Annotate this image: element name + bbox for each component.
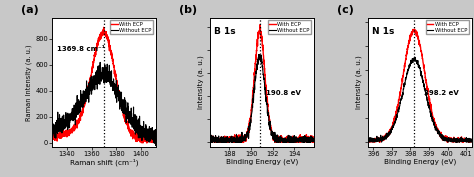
Text: 1369.8 cm⁻¹: 1369.8 cm⁻¹: [57, 46, 105, 52]
With ECP: [273, 139, 279, 141]
With ECP: [286, 138, 292, 140]
With ECP: [398, 87, 404, 89]
X-axis label: Binding Energy (eV): Binding Energy (eV): [383, 158, 456, 165]
Line: Without ECP: Without ECP: [52, 62, 156, 146]
With ECP: [270, 138, 276, 141]
Without ECP: [49, 119, 55, 121]
Without ECP: [121, 100, 127, 102]
Without ECP: [273, 141, 279, 143]
With ECP: [469, 139, 474, 141]
Without ECP: [369, 141, 375, 143]
With ECP: [60, 133, 65, 136]
With ECP: [459, 138, 465, 141]
With ECP: [153, 141, 159, 143]
With ECP: [369, 141, 375, 143]
With ECP: [49, 135, 55, 138]
Text: (a): (a): [21, 5, 39, 15]
With ECP: [101, 26, 107, 28]
With ECP: [391, 121, 396, 124]
Without ECP: [446, 138, 452, 141]
Without ECP: [286, 140, 292, 142]
Text: (c): (c): [337, 5, 354, 15]
Without ECP: [398, 99, 404, 101]
Text: 398.2 eV: 398.2 eV: [424, 90, 459, 96]
Without ECP: [411, 56, 417, 58]
Without ECP: [207, 138, 213, 140]
Without ECP: [208, 141, 214, 143]
With ECP: [121, 111, 127, 113]
Legend: With ECP, Without ECP: With ECP, Without ECP: [110, 20, 153, 34]
Y-axis label: Intensity (a. u.): Intensity (a. u.): [198, 55, 204, 109]
Without ECP: [97, 61, 103, 63]
Without ECP: [132, 125, 138, 127]
Text: 190.8 eV: 190.8 eV: [266, 90, 301, 96]
Without ECP: [60, 115, 65, 117]
With ECP: [268, 124, 273, 126]
Without ECP: [91, 75, 97, 77]
Without ECP: [459, 139, 465, 141]
With ECP: [95, 42, 100, 44]
With ECP: [91, 59, 97, 62]
With ECP: [214, 139, 219, 142]
Without ECP: [297, 140, 302, 142]
Without ECP: [153, 138, 159, 141]
Text: (b): (b): [179, 5, 197, 15]
With ECP: [365, 141, 371, 143]
Without ECP: [394, 114, 400, 116]
Without ECP: [270, 131, 276, 133]
With ECP: [130, 132, 136, 134]
With ECP: [433, 125, 439, 127]
X-axis label: Raman shift (cm⁻¹): Raman shift (cm⁻¹): [70, 158, 138, 166]
Without ECP: [214, 139, 219, 141]
Line: Without ECP: Without ECP: [368, 57, 472, 142]
Without ECP: [268, 128, 273, 130]
With ECP: [297, 141, 302, 143]
Without ECP: [130, 122, 136, 124]
X-axis label: Binding Energy (eV): Binding Energy (eV): [226, 158, 298, 165]
Y-axis label: Raman Intensity (a. u.): Raman Intensity (a. u.): [26, 44, 32, 121]
With ECP: [311, 136, 317, 138]
Without ECP: [256, 53, 262, 56]
Legend: With ECP, Without ECP: With ECP, Without ECP: [268, 20, 311, 34]
With ECP: [132, 133, 138, 135]
With ECP: [446, 139, 452, 141]
Line: With ECP: With ECP: [368, 29, 472, 142]
Without ECP: [433, 127, 439, 129]
Without ECP: [365, 140, 371, 142]
Without ECP: [95, 77, 100, 79]
Line: With ECP: With ECP: [52, 27, 156, 143]
With ECP: [412, 28, 418, 30]
With ECP: [394, 107, 400, 109]
Text: B 1s: B 1s: [214, 27, 236, 36]
Line: Without ECP: Without ECP: [210, 55, 314, 142]
Text: N 1s: N 1s: [372, 27, 394, 36]
With ECP: [208, 141, 213, 143]
Without ECP: [311, 139, 317, 141]
Without ECP: [153, 145, 159, 147]
Line: With ECP: With ECP: [210, 25, 314, 142]
Legend: With ECP, Without ECP: With ECP, Without ECP: [426, 20, 469, 34]
Y-axis label: Intensity (a. u.): Intensity (a. u.): [356, 55, 362, 109]
Without ECP: [391, 127, 396, 129]
Without ECP: [469, 141, 474, 143]
With ECP: [207, 139, 213, 141]
With ECP: [257, 24, 263, 26]
With ECP: [140, 142, 146, 144]
